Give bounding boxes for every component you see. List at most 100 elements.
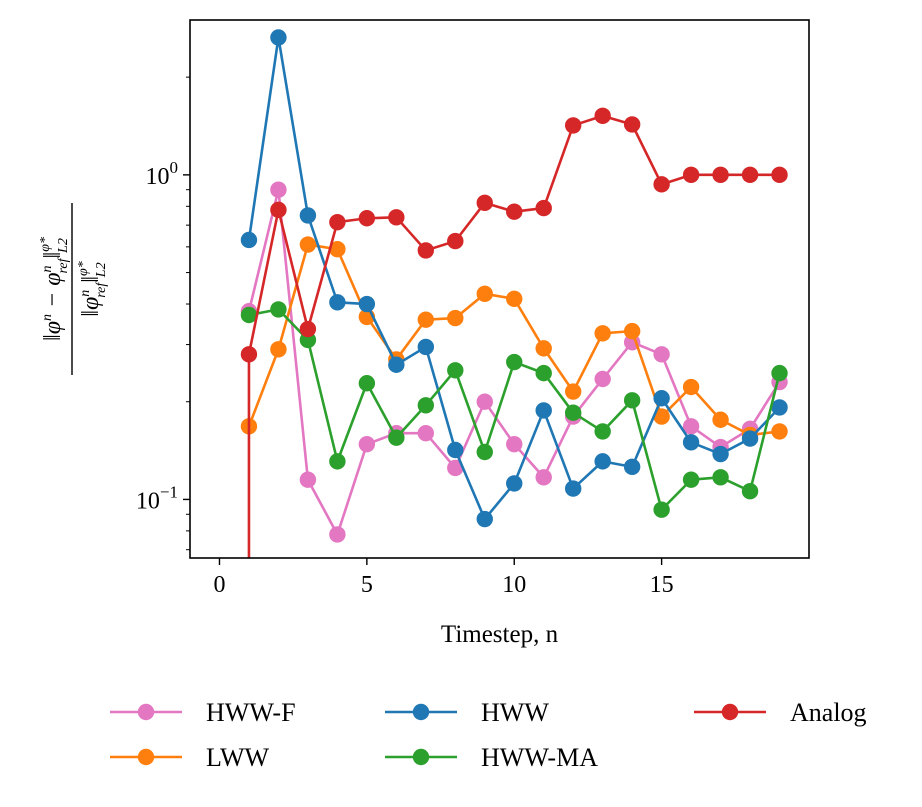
data-point (741, 166, 759, 184)
data-point (476, 285, 493, 303)
data-point (623, 322, 641, 340)
data-point (388, 209, 405, 226)
data-point (358, 375, 376, 392)
data-point (535, 199, 552, 217)
data-point (270, 181, 287, 198)
data-point (506, 203, 523, 220)
data-point (535, 402, 552, 419)
data-point (417, 397, 435, 414)
data-point (594, 453, 611, 470)
y-tick-label: 100 (146, 158, 179, 190)
data-point (417, 424, 435, 442)
data-point (535, 364, 552, 382)
data-point (417, 338, 435, 356)
x-axis: 0 5 10 15 (213, 558, 674, 598)
data-point (447, 309, 464, 327)
data-point (388, 429, 405, 446)
data-point (476, 194, 493, 212)
data-point (712, 166, 729, 184)
legend-label: HWW (481, 698, 549, 727)
data-point (329, 294, 346, 311)
data-point (358, 435, 376, 453)
series-line (247, 114, 780, 558)
data-point (564, 480, 582, 497)
data-point (388, 356, 405, 373)
data-point (623, 458, 641, 476)
data-point (299, 236, 317, 253)
legend-marker (137, 748, 155, 766)
data-point (506, 475, 523, 492)
data-point (594, 107, 611, 125)
legend-label: HWW-MA (481, 743, 598, 772)
y-axis: 100 10−1 (136, 76, 190, 551)
data-point (653, 501, 670, 518)
x-tick-label: 0 (213, 572, 225, 598)
data-point (299, 207, 317, 224)
plot-frame (189, 19, 810, 559)
series-hww (240, 29, 788, 528)
data-point (299, 320, 317, 338)
data-point (240, 346, 258, 363)
data-point (270, 29, 287, 46)
data-point (476, 393, 493, 410)
data-point (771, 364, 788, 382)
data-point (506, 353, 523, 371)
data-point (564, 117, 582, 134)
data-point (741, 430, 759, 447)
data-point (623, 392, 641, 409)
data-point (506, 290, 523, 308)
x-axis-label: Timestep, n (441, 621, 559, 648)
x-tick-label: 5 (361, 572, 373, 598)
legend-item-analog: Analog (694, 698, 867, 727)
data-point (653, 390, 670, 407)
x-tick-label: 15 (650, 572, 674, 598)
y-axis-label: ‖φn − φnref‖φ* L2‖φnref‖φ* L2 (38, 203, 109, 375)
data-point (329, 526, 346, 543)
data-point (506, 435, 523, 453)
data-point (447, 362, 464, 379)
data-point (476, 510, 493, 528)
series-lww (240, 236, 788, 444)
data-point (771, 423, 788, 440)
legend: HWW-F HWW Analog LWW HWW-MA (110, 698, 867, 772)
y-tick-label: 10−1 (136, 482, 178, 514)
data-point (240, 306, 258, 324)
plot-series (240, 29, 788, 558)
legend-item-lww: LWW (110, 743, 269, 772)
data-point (653, 408, 670, 425)
series-hww-f (240, 181, 788, 543)
data-point (329, 453, 346, 470)
data-point (741, 483, 759, 500)
data-point (594, 325, 611, 342)
legend-label: Analog (790, 698, 867, 727)
data-point (240, 231, 258, 249)
data-point (564, 404, 582, 421)
data-point (535, 340, 552, 357)
data-point (682, 166, 700, 184)
legend-marker (412, 748, 430, 766)
x-tick-label: 10 (502, 572, 526, 598)
legend-label: HWW-F (206, 698, 296, 727)
data-point (564, 383, 582, 400)
legend-marker (412, 703, 430, 721)
y-label-denominator: ‖φnref‖φ* L2 (76, 261, 109, 317)
data-point (682, 434, 700, 451)
data-point (476, 443, 493, 461)
data-point (653, 346, 670, 363)
data-point (270, 341, 287, 358)
legend-marker (721, 703, 739, 721)
data-point (594, 423, 611, 440)
series-hww-ma (240, 301, 788, 518)
series-analog (240, 107, 788, 558)
data-point (682, 378, 700, 396)
data-point (771, 166, 788, 184)
data-point (682, 471, 700, 488)
data-point (771, 399, 788, 416)
legend-item-hww-ma: HWW-MA (385, 743, 598, 772)
data-point (712, 469, 729, 486)
data-point (653, 176, 670, 193)
legend-item-hww-f: HWW-F (110, 698, 296, 727)
y-label-numerator: ‖φn − φnref‖φ* L2 (38, 237, 71, 341)
data-point (270, 201, 287, 219)
